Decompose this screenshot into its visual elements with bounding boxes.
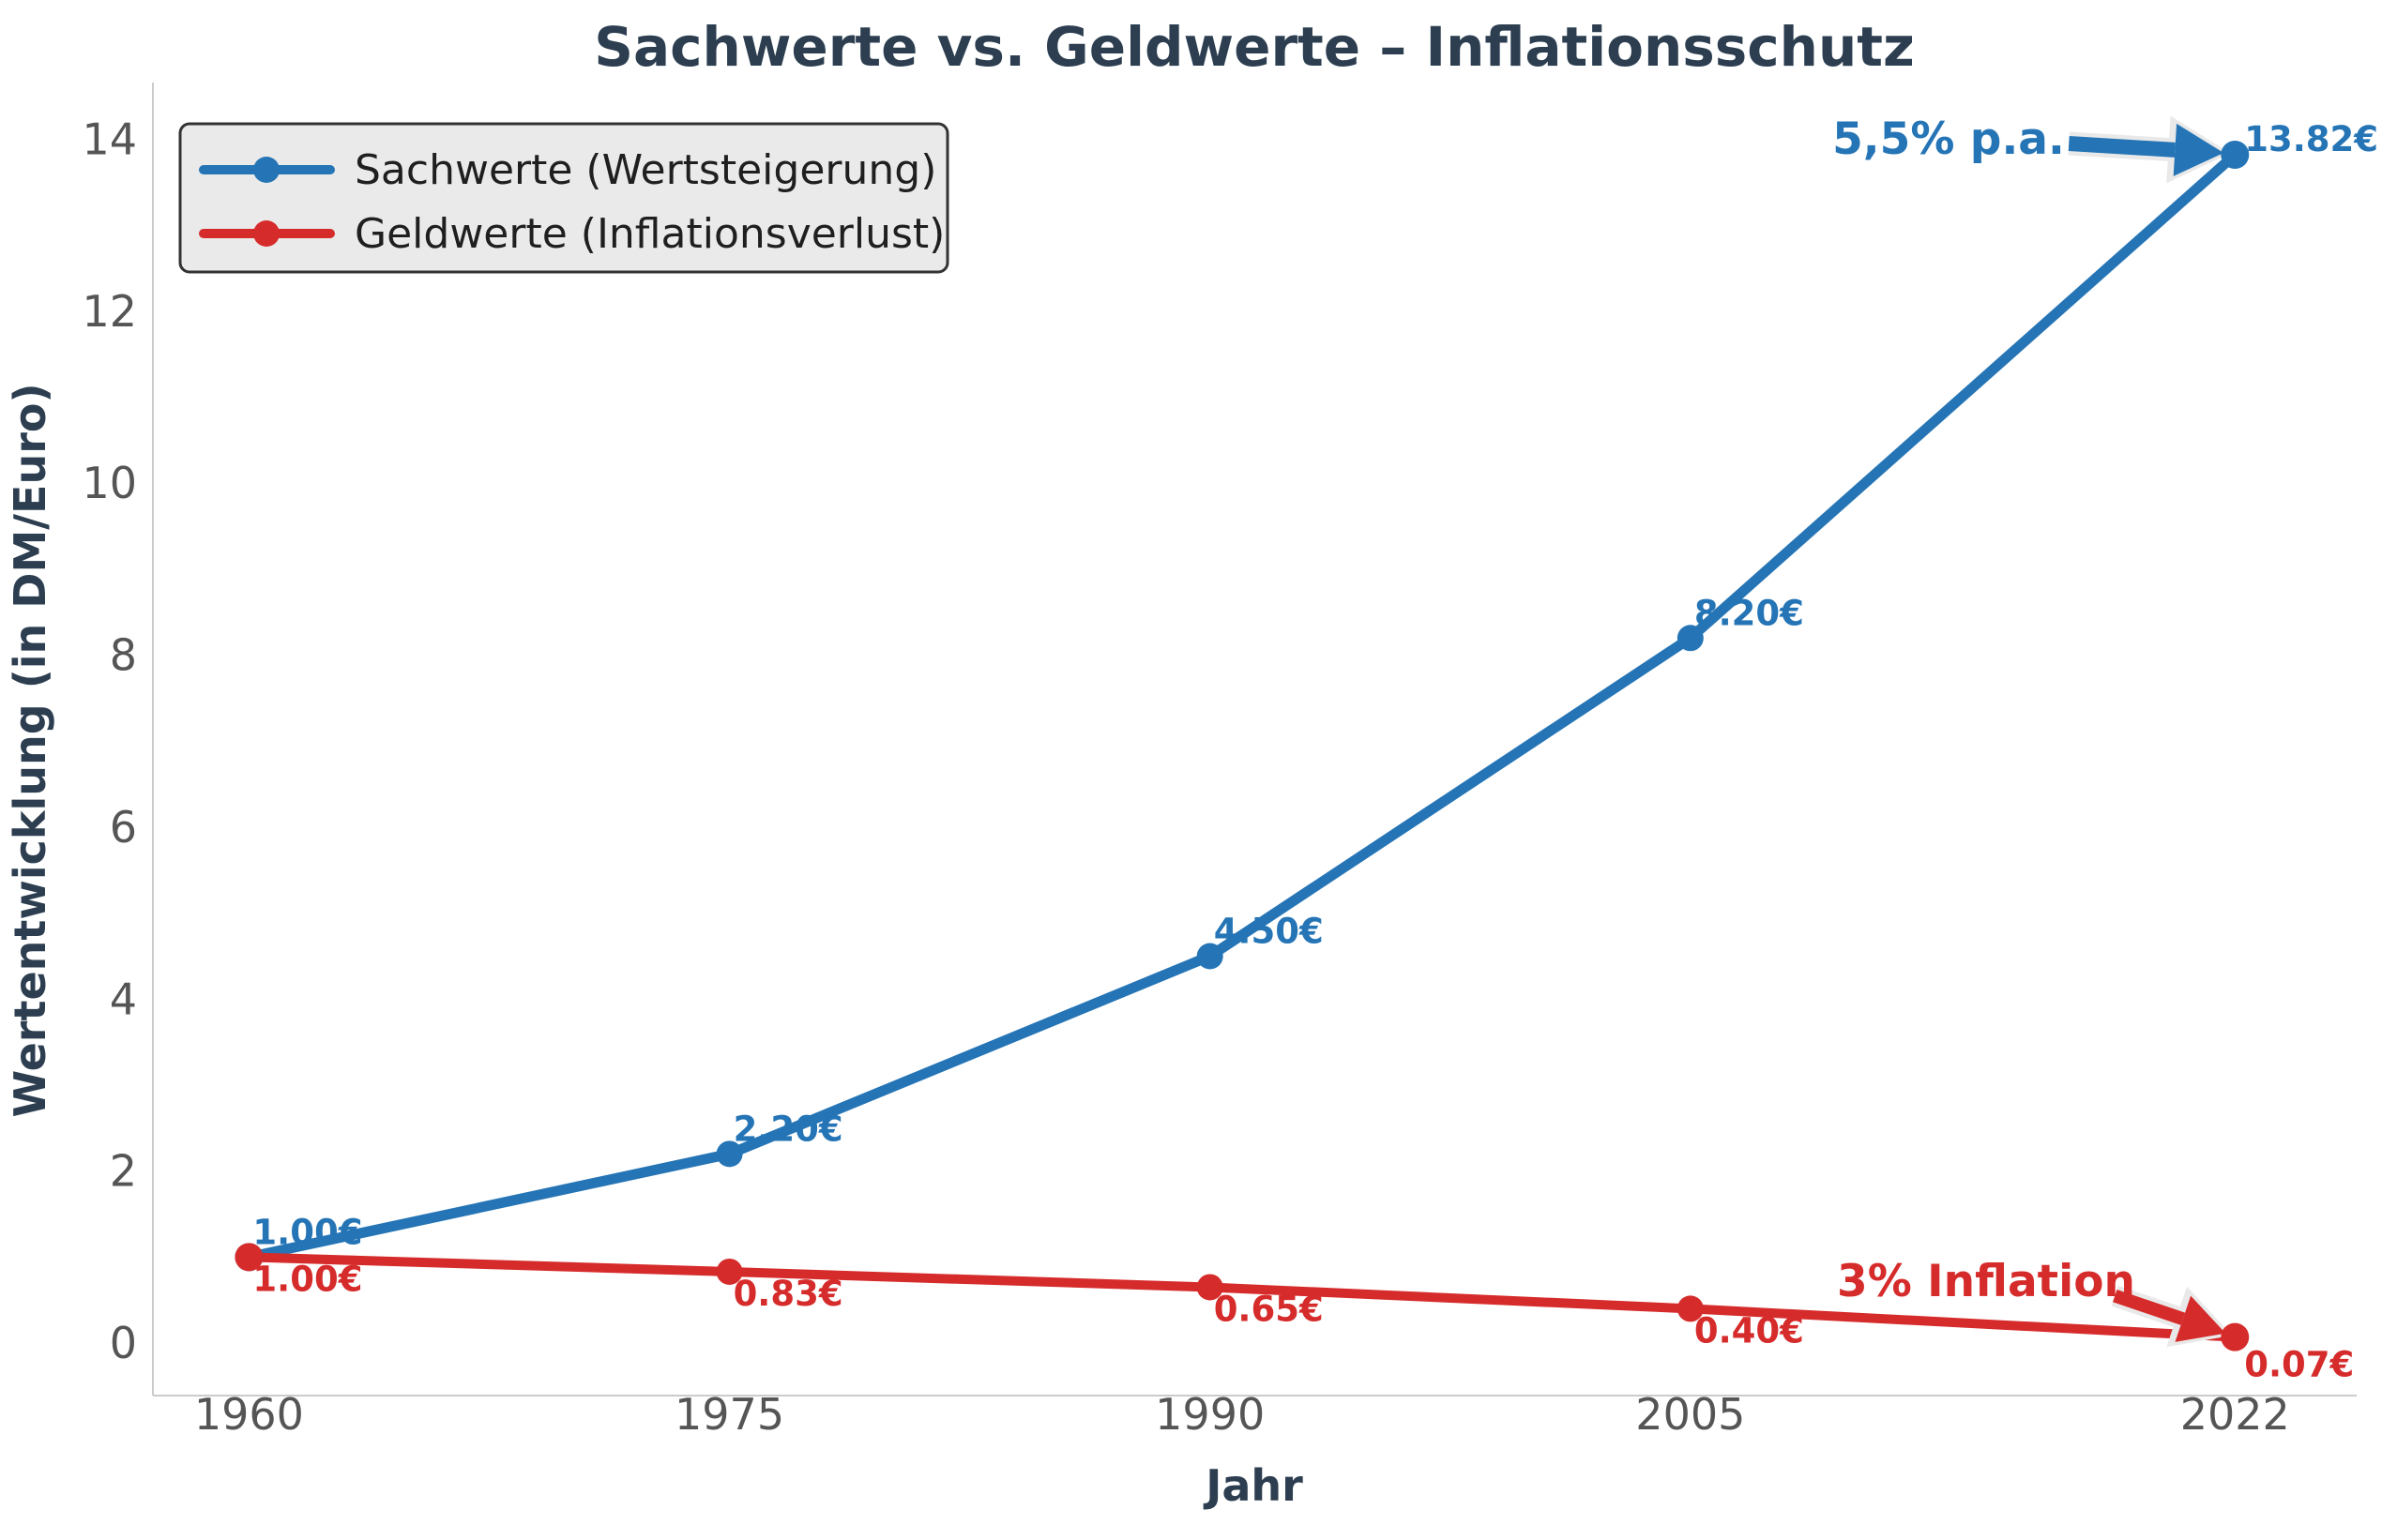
y-tick-label: 4 [110, 974, 137, 1024]
y-tick-label: 14 [82, 114, 137, 165]
y-axis-label: Wertentwicklung (in DM/Euro) [5, 383, 55, 1117]
legend-marker-sachwerte-icon [253, 157, 280, 183]
data-point-label-geldwerte: 0.65€ [1214, 1289, 1324, 1329]
data-point-sachwerte [716, 1140, 743, 1168]
data-point-geldwerte [235, 1243, 264, 1272]
growth-arrow-shaft [2068, 136, 2176, 158]
data-point-sachwerte [1677, 625, 1704, 652]
data-point-geldwerte [716, 1258, 743, 1285]
inflation-arrow-shaft [2113, 1290, 2186, 1325]
x-tick-label: 2022 [2180, 1389, 2290, 1440]
data-point-geldwerte [1196, 1274, 1223, 1301]
inflation-arrow-head [2175, 1295, 2226, 1342]
data-point-label-sachwerte: 4.50€ [1214, 911, 1324, 951]
x-tick-label: 2005 [1635, 1389, 1745, 1440]
data-point-label-geldwerte: 0.40€ [1694, 1310, 1804, 1351]
series-line-sachwerte [243, 149, 2240, 1262]
y-tick-label: 12 [82, 286, 137, 337]
growth-arrow-head [2173, 123, 2224, 176]
y-tick-label: 2 [110, 1146, 137, 1197]
data-point-label-sachwerte: 13.82€ [2244, 119, 2378, 159]
data-point-label-geldwerte: 0.83€ [734, 1274, 843, 1314]
data-point-label-sachwerte: 8.20€ [1694, 593, 1804, 633]
data-point-label-geldwerte: 0.07€ [2244, 1345, 2354, 1385]
legend-item-sachwerte: Sachwerte (Wertsteigerung) [199, 146, 936, 194]
y-tick-label: 6 [110, 802, 137, 853]
annotation-growth-rate: 5,5% p.a. [1832, 113, 2065, 165]
legend-item-geldwerte: Geldwerte (Inflationsverlust) [199, 210, 945, 258]
y-tick-label: 8 [110, 630, 137, 681]
legend-label-geldwerte: Geldwerte (Inflationsverlust) [355, 210, 945, 258]
data-point-label-sachwerte: 2.20€ [734, 1109, 843, 1149]
x-tick-label: 1990 [1155, 1389, 1265, 1440]
x-tick-label: 1975 [675, 1389, 784, 1440]
y-tick-label: 10 [82, 458, 137, 508]
legend: Sachwerte (Wertsteigerung) Geldwerte (In… [178, 122, 949, 274]
y-tick-label: 0 [110, 1318, 137, 1368]
x-tick-label: 1960 [194, 1389, 304, 1440]
legend-label-sachwerte: Sachwerte (Wertsteigerung) [355, 146, 936, 194]
x-axis-label: Jahr [1203, 1460, 1303, 1511]
chart-title: Sachwerte vs. Geldwerte – Inflationsschu… [594, 15, 1914, 79]
data-point-sachwerte [1196, 943, 1223, 970]
data-point-sachwerte [2221, 141, 2250, 170]
legend-marker-geldwerte-icon [253, 220, 280, 247]
plot-area: 0 2 4 6 8 10 12 14 1960 1975 1990 2005 2022 1.00€ 2.20… [82, 83, 2378, 1440]
legend-box [178, 122, 949, 274]
data-point-geldwerte [1677, 1295, 1704, 1322]
data-point-geldwerte [2221, 1322, 2250, 1351]
data-point-label-geldwerte: 1.00€ [252, 1259, 362, 1299]
data-point-label-sachwerte: 1.00€ [252, 1212, 362, 1252]
annotation-inflation-rate: 3% Inflation [1837, 1256, 2135, 1307]
